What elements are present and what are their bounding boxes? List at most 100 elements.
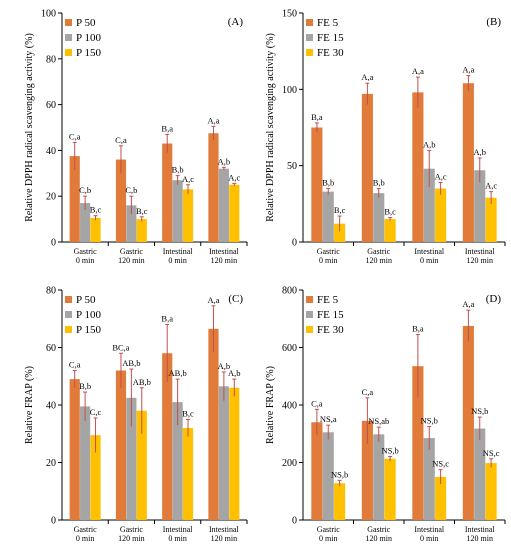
y-tick-label: 0: [292, 238, 297, 249]
x-tick-label: Gastric: [120, 247, 144, 256]
bar: [322, 191, 334, 242]
data-label: A,a: [462, 299, 474, 309]
legend-label: P 50: [76, 294, 96, 306]
legend-label: P 100: [76, 309, 101, 321]
x-tick-label: Intestinal: [209, 525, 240, 534]
x-tick-label: Gastric: [367, 247, 391, 256]
bar: [90, 217, 101, 242]
bar: [136, 219, 147, 242]
legend-swatch: [306, 34, 313, 41]
data-label: NS,c: [432, 459, 449, 469]
bar: [373, 434, 385, 520]
panel-label: (B): [486, 16, 501, 28]
data-label: C,a: [362, 387, 374, 397]
data-label: B,b: [322, 178, 334, 188]
data-label: NS,b: [331, 469, 348, 479]
bar: [474, 170, 486, 242]
legend-label: P 50: [76, 17, 96, 29]
bar: [90, 435, 101, 520]
data-label: NS,b: [421, 416, 438, 426]
data-label: B,c: [90, 205, 102, 215]
legend-swatch: [306, 311, 313, 318]
legend-swatch: [65, 49, 72, 56]
legend-swatch: [65, 19, 72, 26]
data-label: B,c: [334, 205, 346, 215]
y-tick-label: 40: [46, 146, 56, 157]
x-tick-label: 120 min: [366, 534, 392, 543]
data-label: C,c: [90, 407, 102, 417]
x-tick-label: Gastric: [367, 525, 391, 534]
bar: [208, 328, 219, 520]
y-tick-label: 100: [282, 85, 297, 96]
data-label: B,a: [161, 314, 173, 324]
bar: [423, 438, 435, 520]
y-tick-label: 20: [46, 192, 56, 203]
data-label: B,b: [373, 178, 385, 188]
data-label: C,a: [115, 135, 127, 145]
x-tick-label: Intestinal: [414, 525, 445, 534]
data-label: B,c: [182, 408, 194, 418]
y-axis-label: Relative FRAP (%): [24, 366, 35, 444]
bar: [361, 420, 373, 520]
data-label: B,a: [161, 123, 173, 133]
x-tick-label: Intestinal: [465, 525, 496, 534]
data-label: NS,b: [471, 406, 488, 416]
y-tick-label: 80: [46, 54, 56, 65]
legend-label: FE 5: [317, 17, 339, 29]
y-tick-label: 100: [41, 9, 56, 20]
data-label: NS,c: [483, 448, 500, 458]
data-label: B,b: [79, 381, 91, 391]
bar: [80, 406, 91, 520]
data-label: A,b: [228, 368, 241, 378]
x-tick-label: 120 min: [211, 256, 237, 265]
legend-label: FE 30: [317, 47, 344, 59]
x-tick-label: 0 min: [319, 534, 337, 543]
x-tick-label: 120 min: [118, 534, 144, 543]
bar: [115, 370, 127, 520]
bar: [182, 189, 194, 242]
data-label: A,b: [218, 361, 231, 371]
bar: [182, 428, 194, 520]
data-label: NS,a: [320, 414, 337, 424]
legend-swatch: [65, 311, 72, 318]
data-label: A,a: [207, 115, 219, 125]
data-label: B,a: [412, 324, 424, 334]
x-tick-label: Gastric: [74, 525, 98, 534]
bar: [462, 325, 474, 520]
legend-label: P 100: [76, 32, 101, 44]
data-label: C,b: [125, 185, 137, 195]
bar: [462, 83, 474, 242]
x-tick-label: Intestinal: [163, 247, 194, 256]
data-label: NS,b: [381, 445, 398, 455]
x-tick-label: Gastric: [317, 525, 341, 534]
y-tick-label: 200: [282, 458, 297, 469]
x-tick-label: Gastric: [120, 525, 144, 534]
data-label: A,b: [218, 156, 231, 166]
y-tick-label: 60: [46, 343, 56, 354]
x-tick-label: 0 min: [168, 534, 186, 543]
data-label: A,c: [485, 181, 497, 191]
bar: [80, 203, 91, 242]
x-tick-label: 0 min: [168, 256, 186, 265]
y-tick-label: 400: [282, 401, 297, 412]
data-label: A,a: [207, 295, 219, 305]
x-tick-label: Gastric: [74, 247, 98, 256]
data-label: A,a: [361, 72, 373, 82]
panel-label: (D): [486, 293, 502, 305]
y-axis-label: Relative DPPH radical scavenging activit…: [24, 33, 35, 222]
y-axis-label: Relative DPPH radical scavenging activit…: [265, 33, 276, 222]
bar: [412, 92, 424, 243]
panel-label: (A): [228, 16, 244, 28]
legend-swatch: [65, 34, 72, 41]
x-tick-label: 0 min: [420, 256, 438, 265]
y-tick-label: 20: [46, 458, 56, 469]
bar: [126, 205, 137, 242]
legend-swatch: [306, 296, 313, 303]
data-label: C,a: [311, 398, 323, 408]
data-label: B,a: [311, 112, 323, 122]
bar: [485, 197, 497, 242]
bar: [384, 219, 396, 242]
y-tick-label: 40: [46, 401, 56, 412]
x-tick-label: Intestinal: [163, 525, 194, 534]
